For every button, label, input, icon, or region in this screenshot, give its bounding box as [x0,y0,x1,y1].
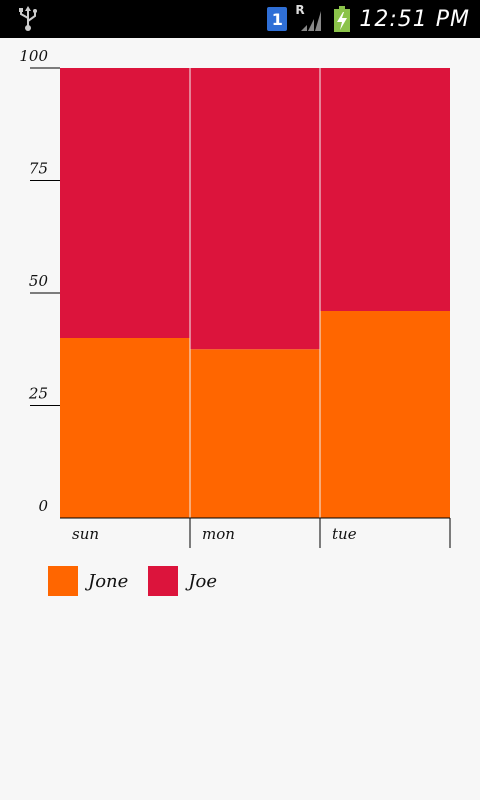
sim-number: 1 [271,9,283,29]
x-tick-label: mon [202,525,235,543]
bar-segment-joe [320,68,450,311]
legend-label: Jone [88,570,129,592]
usb-icon [14,6,42,32]
clock: 12:51 PM [359,6,470,32]
status-bar: 1 R 12:51 PM [0,0,480,38]
legend-label: Joe [188,570,218,592]
bar-segment-joe [190,68,320,350]
bar-segment-joe [60,68,190,338]
bar-segment-jone [320,311,450,518]
legend-item: Jone [48,566,128,596]
legend-item: Joe [148,566,217,596]
y-tick-label: 75 [29,160,48,178]
roaming-indicator: R [295,3,305,17]
legend-swatch [148,566,179,596]
battery-charging-icon [333,5,351,33]
y-tick-label: 50 [29,272,49,290]
chart-legend: Jone Joe [48,566,237,596]
signal-icon: R [295,3,325,33]
y-tick-label: 0 [38,497,48,515]
y-tick-label: 100 [19,47,48,65]
legend-swatch [48,566,78,596]
bar-segment-jone [60,338,190,518]
x-tick-label: tue [332,525,357,543]
stacked-bar-chart: 0 25 50 75 100 sun mon tue [19,47,451,548]
y-tick-label: 25 [28,385,48,403]
sim-card-icon: 1 [267,7,288,31]
bar-segment-jone [190,349,320,518]
x-tick-label: sun [72,525,99,543]
